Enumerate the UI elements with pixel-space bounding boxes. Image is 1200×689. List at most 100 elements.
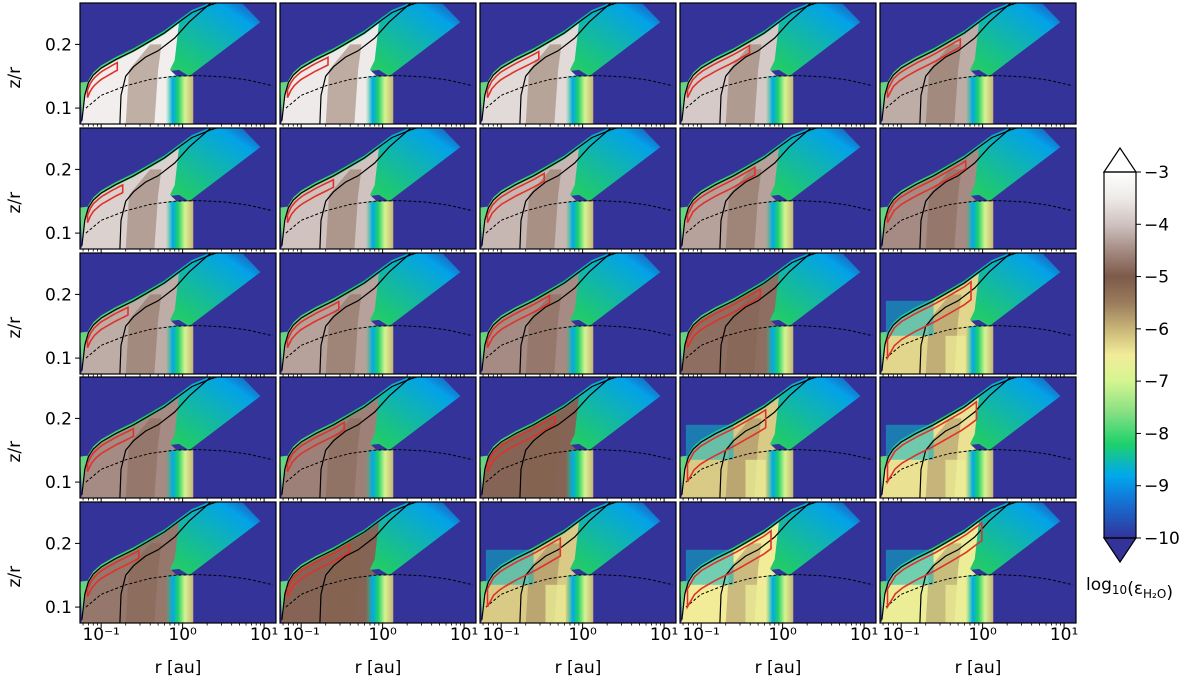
x-tick-label: 10⁰ [568,625,597,645]
y-tick-label: 0.2 [45,35,72,55]
abundance-ridge [125,294,162,374]
panel-frame [279,252,477,375]
dashed-surface-curve [485,75,673,109]
y-axis-label: z/r [5,566,25,588]
dashed-surface-curve [885,449,1073,483]
abundance-inner-region [280,273,381,374]
dashed-surface-curve [85,449,273,483]
abundance-inner-region [280,397,381,498]
red-contour [286,543,351,597]
abundance-inner-region [80,522,181,623]
panel-r2-c1 [75,127,277,254]
snowline-band [565,575,594,623]
panel-r5-c3 [479,501,677,628]
snowline-band [765,76,794,124]
x-axis-label: r [au] [755,658,802,678]
panel-frame [279,127,477,250]
midplane-patch [945,335,966,374]
abundance-ridge [125,169,162,249]
x-axis-label: r [au] [555,658,602,678]
panel-r3-c4 [679,252,877,379]
x-tick-label: 10⁻¹ [82,625,119,645]
dashed-surface-curve [685,574,873,608]
colorbar-extend-top [1102,146,1138,173]
red-contour [686,44,751,98]
snow-front-curve [519,128,612,249]
red-contour [686,165,756,223]
dashed-surface-curve [85,574,273,608]
red-contour [886,37,962,98]
snowline-band [165,575,194,623]
x-tick-label: 10⁰ [968,625,997,645]
colorbar: −3 −4 −5 −6 −7 −8 −9 −10 log10(εH₂O) [1086,146,1180,603]
snow-front-curve [919,502,1012,623]
snowline-band [365,326,394,374]
dashed-surface-curve [485,325,673,359]
panel-frame [679,252,877,375]
abundance-ridge [925,44,962,124]
dashed-surface-curve [85,200,273,234]
red-contour [286,421,345,472]
colorbar-tick-label: −10 [1144,529,1180,549]
panel-frame [479,252,677,375]
panel-r5-c2 [279,501,477,628]
y-tick-label: 0.1 [45,224,72,244]
red-contour [886,159,967,223]
panel-frame [679,501,877,624]
red-contour [86,61,119,98]
abundance-ridge [325,418,362,498]
dashed-surface-curve [485,449,673,483]
abundance-inner-region [80,148,181,249]
panel-frame [79,127,277,250]
abundance-ridge [125,44,162,124]
panel-r2-c4 [679,127,877,254]
panel-frame [479,376,677,499]
snow-front-curve [919,3,1012,124]
snow-front-curve [519,253,612,374]
snowline-band [565,201,594,249]
panel-frame [679,376,877,499]
abundance-ridge [325,44,362,124]
snowline-band [765,326,794,374]
colorbar-label: log10(εH₂O) [1086,575,1173,603]
snowline-band [565,326,594,374]
y-axis-label: z/r [5,67,25,89]
y-axis-label: z/r [5,192,25,214]
snowline-band [765,450,794,498]
panel-frame [279,501,477,624]
midplane-patch [745,584,766,623]
panel-r4-c4 [679,376,877,503]
midplane-patch [745,459,766,498]
red-contour [486,294,551,348]
y-tick-label: 0.2 [45,285,72,305]
snow-front-curve [719,502,812,623]
abundance-inner-region [880,23,981,124]
x-tick-label: 10⁰ [768,625,797,645]
snowline-band [765,575,794,623]
colorbar-tick-label: −9 [1144,477,1169,497]
y-axis-label: z/r [5,441,25,463]
panel-r2-c3 [479,127,677,254]
abundance-ridge [525,44,562,124]
snow-front-curve [119,3,212,124]
abundance-inner-region [480,148,581,249]
panel-r5-c4 [679,501,877,628]
snow-front-curve [519,377,612,498]
colorbar-tick-label: −3 [1144,163,1169,183]
panel-frame [479,501,677,624]
y-tick-label: 0.1 [45,99,72,119]
panel-grid [75,2,1077,628]
abundance-inner-region [480,273,581,374]
abundance-ridge [725,169,762,249]
red-contour [286,178,335,223]
abundance-inner-region [280,522,381,623]
colorbar-frame [1103,171,1137,539]
red-contour [886,400,978,485]
abundance-ridge [525,169,562,249]
panel-frame [879,252,1077,375]
dashed-surface-curve [885,574,1073,608]
x-tick-label: 10¹ [250,625,278,645]
dashed-surface-curve [485,200,673,234]
x-tick-label: 10⁰ [368,625,397,645]
